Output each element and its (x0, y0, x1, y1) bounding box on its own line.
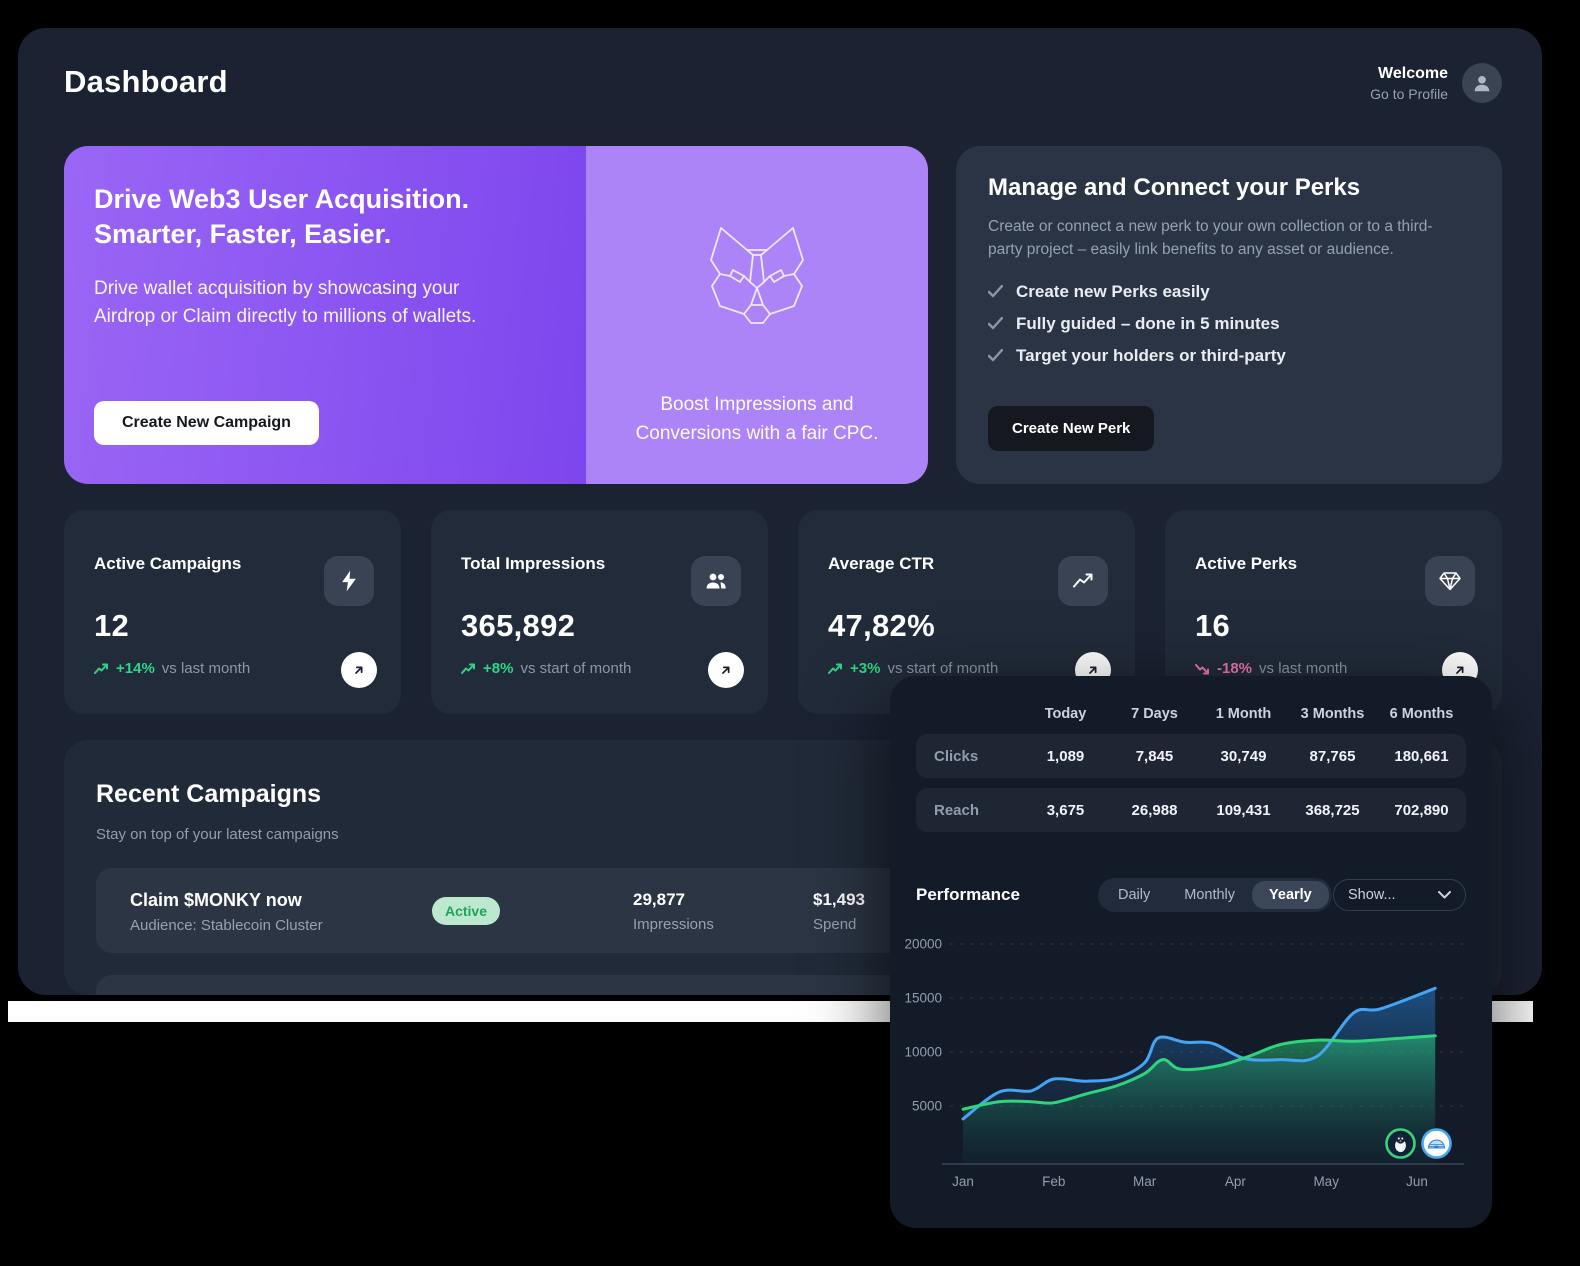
trend-down-arrow-icon (1195, 663, 1209, 674)
recent-campaigns-title: Recent Campaigns (96, 780, 322, 808)
col-today: Today (1044, 706, 1087, 722)
svg-text:Apr: Apr (1225, 1174, 1247, 1189)
performance-chart: 5000 10000 15000 20000 Jan Feb Mar Apr May Jun (898, 926, 1484, 1218)
metrics-table-header: Today 7 Days 1 Month 3 Months 6 Months (916, 704, 1466, 724)
promo-right-panel: Boost Impressions and Conversions with a… (586, 146, 928, 484)
promo-title: Drive Web3 User Acquisition. Smarter, Fa… (94, 184, 470, 249)
check-icon (988, 349, 1003, 362)
svg-text:Jan: Jan (952, 1174, 974, 1189)
chevron-down-icon (1438, 891, 1451, 899)
col-7days: 7 Days (1131, 706, 1178, 722)
penguin-token-icon[interactable] (1385, 1128, 1416, 1159)
stat-card-active-campaigns: Active Campaigns 12 +14% vs last month (64, 510, 401, 714)
check-icon (988, 317, 1003, 330)
promo-aside-caption: Boost Impressions and Conversions with a… (635, 394, 879, 444)
svg-text:Feb: Feb (1042, 1174, 1065, 1189)
create-new-campaign-button[interactable]: Create New Campaign (94, 401, 319, 445)
perks-checklist: Create new Perks easily Fully guided – d… (988, 282, 1470, 366)
col-3months: 3 Months (1300, 706, 1365, 722)
perk-item: Create new Perks easily (988, 282, 1470, 302)
metrics-table: Today 7 Days 1 Month 3 Months 6 Months C… (916, 704, 1466, 832)
trend-up-arrow-icon (461, 663, 475, 674)
stat-card-total-impressions: Total Impressions 365,892 +8% vs start o… (431, 510, 768, 714)
svg-text:5000: 5000 (912, 1099, 942, 1114)
perk-item: Fully guided – done in 5 minutes (988, 314, 1470, 334)
perks-title: Manage and Connect your Perks (988, 174, 1361, 201)
svg-text:20000: 20000 (904, 937, 942, 952)
trend-up-arrow-icon (828, 663, 842, 674)
go-to-profile-link[interactable]: Go to Profile (1370, 85, 1448, 102)
check-icon (988, 285, 1003, 298)
page-title: Dashboard (64, 64, 228, 99)
person-icon (1474, 75, 1490, 92)
profile-widget[interactable]: Welcome Go to Profile (1370, 63, 1502, 103)
arrow-up-right-icon (1089, 666, 1097, 674)
svg-text:15000: 15000 (904, 991, 942, 1006)
tab-daily[interactable]: Daily (1118, 887, 1151, 903)
tab-monthly[interactable]: Monthly (1184, 887, 1236, 903)
perks-description: Create or connect a new perk to your own… (988, 218, 1433, 259)
period-tabs: Daily Monthly Yearly (1098, 878, 1332, 912)
trend-up-arrow-icon (94, 663, 108, 674)
svg-text:10000: 10000 (904, 1045, 942, 1060)
perk-item: Target your holders or third-party (988, 346, 1470, 366)
stats-overlay-panel: Today 7 Days 1 Month 3 Months 6 Months C… (890, 676, 1492, 1228)
promo-left-panel: Drive Web3 User Acquisition. Smarter, Fa… (64, 146, 586, 484)
metamask-fox-icon (710, 227, 804, 324)
performance-header: Performance Daily Monthly Yearly Show... (916, 878, 1466, 912)
create-new-perk-button[interactable]: Create New Perk (988, 406, 1155, 451)
svg-text:Jun: Jun (1406, 1174, 1428, 1189)
open-stat-button[interactable] (708, 652, 744, 688)
status-badge: Active (432, 897, 500, 925)
promo-description: Drive wallet acquisition by showcasing y… (94, 278, 477, 328)
trend-up-icon (1058, 556, 1108, 606)
table-row-clicks: Clicks 1,089 7,845 30,749 87,765 180,661 (916, 734, 1466, 778)
stat-trend: +8% vs start of month (461, 660, 631, 677)
arrow-up-right-icon (1456, 666, 1464, 674)
open-stat-button[interactable] (341, 652, 377, 688)
lightning-icon (324, 556, 374, 606)
svg-text:Mar: Mar (1133, 1174, 1157, 1189)
stat-trend: +14% vs last month (94, 660, 250, 677)
promo-card: Drive Web3 User Acquisition. Smarter, Fa… (64, 146, 928, 484)
igloo-token-icon[interactable] (1421, 1128, 1452, 1159)
welcome-text: Welcome (1378, 64, 1448, 82)
avatar[interactable] (1462, 63, 1502, 103)
perks-card: Manage and Connect your Perks Create or … (956, 146, 1502, 484)
show-dropdown[interactable]: Show... (1333, 879, 1466, 911)
tab-yearly[interactable]: Yearly (1252, 881, 1329, 909)
svg-text:May: May (1313, 1174, 1339, 1189)
recent-campaigns-subtitle: Stay on top of your latest campaigns (96, 826, 339, 843)
stat-trend: +3% vs start of month (828, 660, 998, 677)
table-row-reach: Reach 3,675 26,988 109,431 368,725 702,8… (916, 788, 1466, 832)
people-icon (691, 556, 741, 606)
arrow-up-right-icon (355, 666, 363, 674)
diamond-icon (1425, 556, 1475, 606)
arrow-up-right-icon (722, 666, 730, 674)
performance-title: Performance (916, 885, 1020, 904)
col-1month: 1 Month (1215, 706, 1272, 722)
stat-trend: -18% vs last month (1195, 660, 1347, 677)
col-6months: 6 Months (1389, 706, 1454, 722)
